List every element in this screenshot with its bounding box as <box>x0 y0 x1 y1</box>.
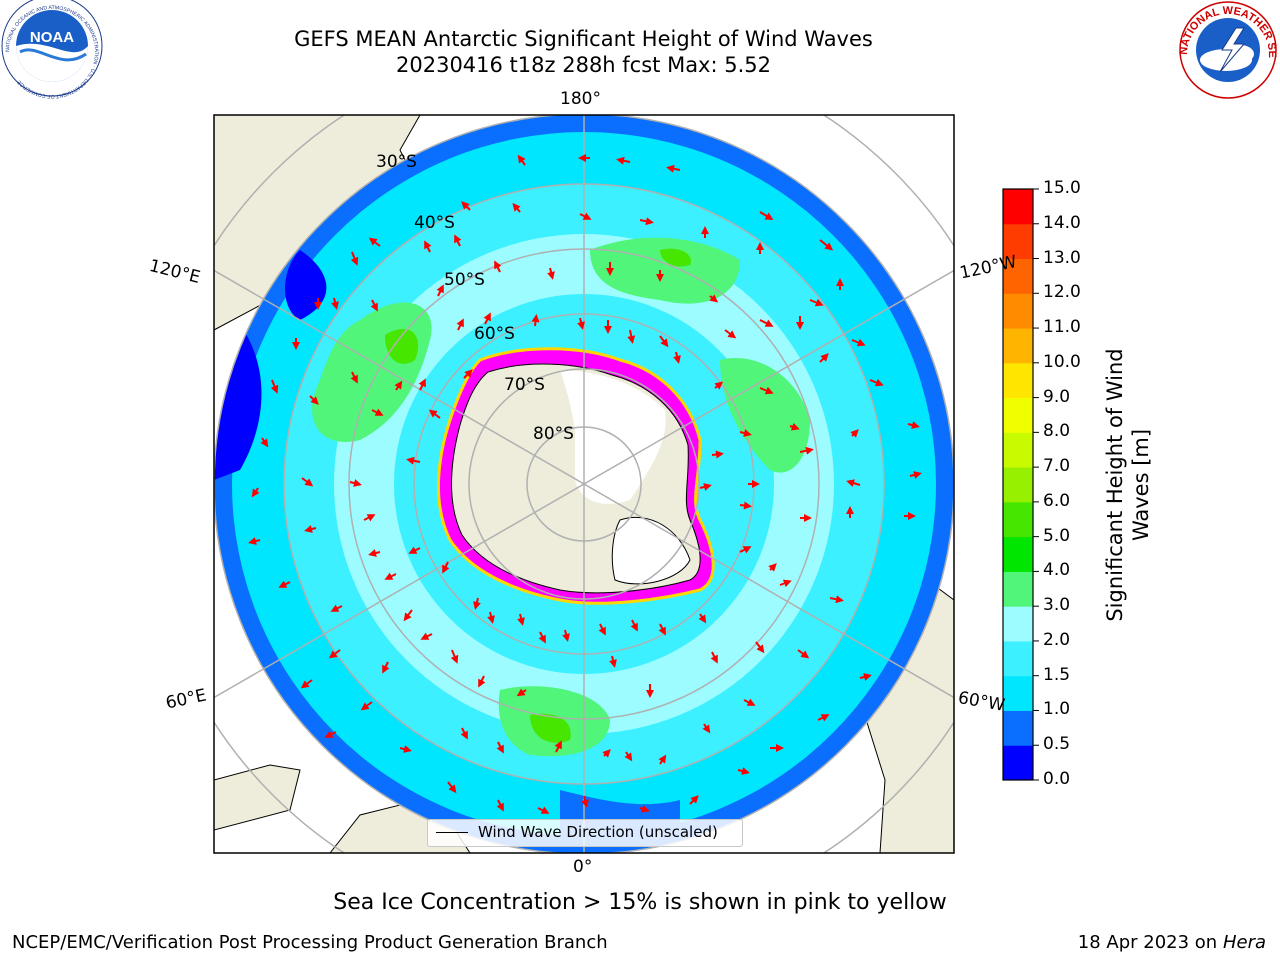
colorbar-frame <box>1002 188 1034 781</box>
lon-label-180: 180° <box>560 89 601 109</box>
nws-logo: NATIONAL WEATHER SERVICE <box>0 0 1278 99</box>
credit-machine: Hera <box>1222 932 1266 953</box>
colorbar-tick-label: 4.0 <box>1043 560 1071 581</box>
colorbar-swatch <box>1003 501 1033 538</box>
credit-date: 18 Apr 2023 on <box>1077 932 1223 953</box>
colorbar-swatch <box>1003 745 1033 781</box>
chart-title-line1: GEFS MEAN Antarctic Significant Height o… <box>294 27 873 51</box>
noaa-logo-text: NOAA <box>30 29 74 46</box>
svg-text:NATIONAL WEATHER SERVICE: NATIONAL WEATHER SERVICE <box>0 0 1278 58</box>
colorbar-tick-label: 0.5 <box>1043 734 1071 755</box>
colorbar-swatch <box>1003 606 1033 642</box>
colorbar-tick-label: 1.5 <box>1043 664 1071 685</box>
lat-label-70s: 70°S <box>504 375 545 395</box>
land-africa <box>214 764 301 831</box>
colorbar-tick-label: 1.0 <box>1043 699 1071 720</box>
nws-ring-text: NATIONAL WEATHER SERVICE <box>0 0 1278 58</box>
colorbar-tick-label: 3.0 <box>1043 595 1071 616</box>
colorbar-swatch <box>1003 536 1033 572</box>
colorbar-swatch <box>1003 675 1033 711</box>
lat-label-40s: 40°S <box>414 213 455 233</box>
lat-label-80s: 80°S <box>533 424 574 444</box>
credit-left: NCEP/EMC/Verification Post Processing Pr… <box>12 932 608 953</box>
noaa-logo: NOAA NATIONAL OCEANIC AND ATMOSPHERIC AD… <box>1 0 103 99</box>
colorbar-swatch <box>1003 432 1033 468</box>
wave-patch-green-north <box>590 237 740 304</box>
colorbar-swatch <box>1003 189 1033 225</box>
colorbar-swatch <box>1003 293 1033 329</box>
lon-label-0: 0° <box>573 857 593 877</box>
colorbar-swatch <box>1003 223 1033 260</box>
colorbar-label: Significant Height of Wind Waves [m] <box>1102 348 1154 621</box>
colorbar-swatch <box>1003 571 1033 607</box>
lat-label-50s: 50°S <box>444 270 485 290</box>
colorbar-swatch <box>1003 258 1033 294</box>
lat-label-60s: 60°S <box>474 324 515 344</box>
legend-line-swatch <box>436 832 468 833</box>
colorbar <box>1002 188 1039 781</box>
colorbar-tick-label: 12.0 <box>1043 282 1081 303</box>
graticule <box>214 115 954 853</box>
colorbar-tick-label: 10.0 <box>1043 351 1081 372</box>
colorbar-swatch <box>1003 640 1033 677</box>
colorbar-label-line2: Waves [m] <box>1129 428 1153 542</box>
sea-ice-note: Sea Ice Concentration > 15% is shown in … <box>333 890 947 915</box>
colorbar-swatch <box>1003 328 1033 364</box>
credit-right: 18 Apr 2023 on Hera <box>1078 932 1266 953</box>
colorbar-swatch <box>1003 362 1033 399</box>
colorbar-label-line1: Significant Height of Wind <box>1103 348 1127 622</box>
colorbar-tick-label: 7.0 <box>1043 456 1071 477</box>
colorbar-tick-label: 8.0 <box>1043 421 1071 442</box>
colorbar-tick-label: 5.0 <box>1043 525 1071 546</box>
chart-title-line2: 20230416 t18z 288h fcst Max: 5.52 <box>396 53 771 77</box>
colorbar-tick-label: 11.0 <box>1043 317 1081 338</box>
map-panel <box>214 115 954 853</box>
colorbar-swatch <box>1003 710 1033 746</box>
colorbar-tick-label: 15.0 <box>1043 178 1081 198</box>
colorbar-tick-label: 0.0 <box>1043 769 1071 789</box>
colorbar-tick-label: 9.0 <box>1043 386 1071 407</box>
colorbar-swatch <box>1003 467 1033 503</box>
map-frame <box>213 114 955 854</box>
colorbar-tick-label: 2.0 <box>1043 629 1071 650</box>
colorbar-tick-label: 13.0 <box>1043 247 1081 268</box>
colorbar-tick-label: 14.0 <box>1043 212 1081 233</box>
lat-label-30s: 30°S <box>376 152 417 172</box>
colorbar-tick-label: 6.0 <box>1043 490 1071 511</box>
legend-label: Wind Wave Direction (unscaled) <box>478 823 718 841</box>
colorbar-swatch <box>1003 397 1033 433</box>
map-legend: Wind Wave Direction (unscaled) <box>427 819 743 847</box>
wind-wave-arrows <box>248 154 922 814</box>
